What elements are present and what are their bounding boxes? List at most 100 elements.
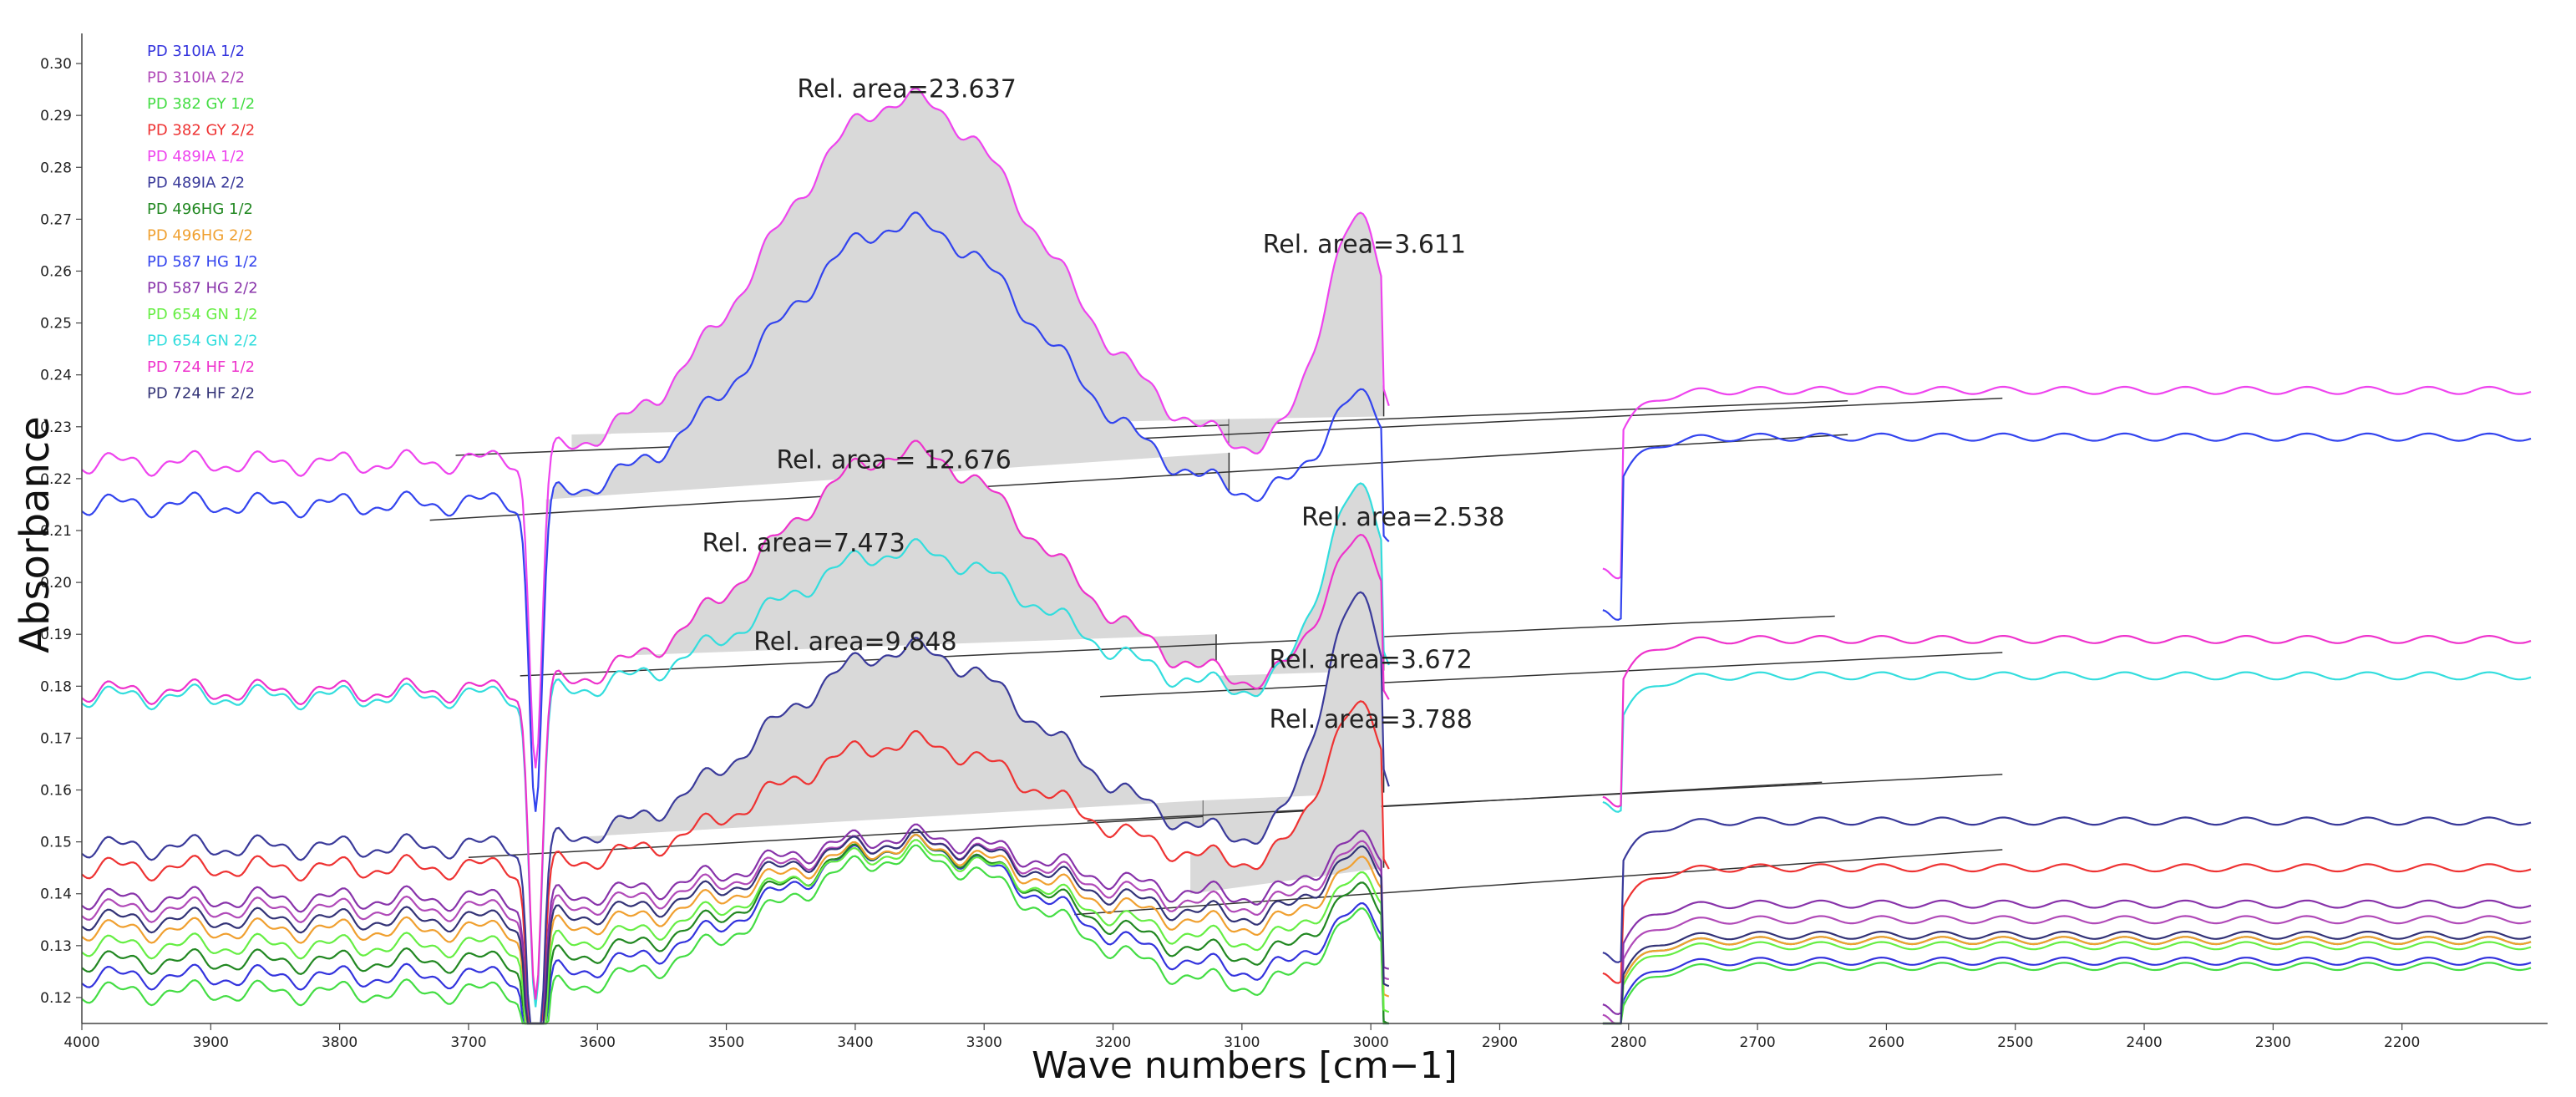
x-tick-label: 3400 bbox=[837, 1034, 873, 1051]
annotations: Rel. area=23.637 Rel. area=3.611 Rel. area… bbox=[702, 74, 1505, 734]
series-line bbox=[1602, 863, 2532, 984]
x-tick-label: 3200 bbox=[1095, 1034, 1131, 1051]
y-tick-label: 0.12 bbox=[40, 990, 72, 1007]
axes: 0.30 0.29 0.28 0.27 0.26 0.25 0.24 0.23 0.22 0.21… bbox=[40, 33, 2548, 1051]
x-tick-label: 3800 bbox=[322, 1034, 357, 1051]
area-annotation: Rel. area=7.473 bbox=[702, 529, 905, 558]
y-axis-title: Absorbance bbox=[12, 416, 58, 653]
legend-entry: PD 587 HG 2/2 bbox=[147, 280, 258, 297]
x-tick-label: 2800 bbox=[1610, 1034, 1646, 1051]
x-tick-label: 3900 bbox=[193, 1034, 229, 1051]
series-line bbox=[81, 834, 1390, 1025]
series-line bbox=[81, 482, 1390, 1008]
y-tick-label: 0.13 bbox=[40, 938, 72, 955]
y-tick-label: 0.16 bbox=[40, 783, 72, 800]
legend-entry: PD 489IA 1/2 bbox=[147, 148, 245, 165]
baseline-line bbox=[429, 434, 1848, 521]
x-tick-label: 2900 bbox=[1482, 1034, 1518, 1051]
area-annotation: Rel. area=3.611 bbox=[1263, 231, 1466, 260]
integration-region bbox=[636, 440, 1216, 668]
series-line bbox=[1602, 385, 2532, 580]
legend-entry: PD 654 GN 1/2 bbox=[147, 306, 258, 323]
x-tick-label: 2600 bbox=[1869, 1034, 1904, 1051]
x-tick-label: 2500 bbox=[1997, 1034, 2033, 1051]
y-tick-label: 0.20 bbox=[40, 575, 72, 592]
integration-regions bbox=[429, 88, 2003, 916]
series-line bbox=[81, 591, 1390, 1025]
y-tick-label: 0.15 bbox=[40, 835, 72, 851]
y-tick-label: 0.25 bbox=[40, 316, 72, 333]
x-tick-label: 3000 bbox=[1353, 1034, 1389, 1051]
series-line bbox=[1602, 962, 2532, 1025]
series-line bbox=[1602, 936, 2532, 1025]
area-annotation: Rel. area = 12.676 bbox=[776, 445, 1011, 475]
legend: PD 310IA 1/2 PD 310IA 2/2 PD 382 GY 1/2 PD … bbox=[147, 43, 258, 403]
baseline-line bbox=[1074, 849, 2003, 916]
series-line bbox=[81, 828, 1390, 1025]
series-line bbox=[1602, 899, 2532, 1016]
integration-region bbox=[545, 212, 1230, 576]
y-tick-label: 0.26 bbox=[40, 263, 72, 280]
x-tick-label: 3500 bbox=[708, 1034, 744, 1051]
series-line bbox=[81, 834, 1389, 1025]
integration-region bbox=[1190, 701, 1384, 894]
baseline-line bbox=[1113, 397, 2003, 441]
series-line bbox=[81, 700, 1390, 1025]
series-lines bbox=[81, 87, 2532, 1025]
baseline-line bbox=[1087, 774, 2003, 822]
legend-entry: PD 382 GY 1/2 bbox=[147, 95, 255, 113]
x-tick-label: 3700 bbox=[450, 1034, 486, 1051]
y-tick-label: 0.21 bbox=[40, 523, 72, 540]
y-tick-label: 0.28 bbox=[40, 160, 72, 176]
x-tick-label: 3100 bbox=[1224, 1034, 1260, 1051]
series-line bbox=[1602, 930, 2532, 1025]
x-tick-label: 2200 bbox=[2384, 1034, 2420, 1051]
legend-entry: PD 382 GY 2/2 bbox=[147, 122, 255, 140]
baseline-line bbox=[520, 615, 1835, 677]
area-annotation: Rel. area=2.538 bbox=[1301, 503, 1504, 532]
y-tick-label: 0.14 bbox=[40, 886, 72, 903]
series-line bbox=[1602, 956, 2532, 1025]
y-tick-label: 0.23 bbox=[40, 419, 72, 436]
legend-entry: PD 724 HF 2/2 bbox=[147, 385, 255, 403]
legend-entry: PD 654 GN 2/2 bbox=[147, 333, 258, 350]
series-line bbox=[81, 828, 1390, 1025]
legend-entry: PD 489IA 2/2 bbox=[147, 175, 245, 192]
y-tick-label: 0.18 bbox=[40, 678, 72, 695]
x-tick-label: 3300 bbox=[966, 1034, 1002, 1051]
series-line bbox=[1602, 941, 2532, 1025]
series-line bbox=[1602, 432, 2532, 622]
legend-entry: PD 310IA 1/2 bbox=[147, 43, 245, 60]
legend-entry: PD 496HG 1/2 bbox=[147, 201, 253, 218]
area-annotation: Rel. area=3.672 bbox=[1270, 646, 1473, 675]
x-tick-label: 2400 bbox=[2126, 1034, 2162, 1051]
series-line bbox=[81, 839, 1390, 1025]
area-annotation: Rel. area=3.788 bbox=[1270, 705, 1473, 734]
area-annotation: Rel. area=23.637 bbox=[797, 74, 1016, 104]
series-line bbox=[81, 834, 1390, 1025]
y-tick-label: 0.22 bbox=[40, 471, 72, 488]
series-line bbox=[1602, 816, 2532, 963]
series-line bbox=[81, 439, 1390, 1000]
series-line bbox=[1602, 671, 2532, 813]
legend-entry: PD 496HG 2/2 bbox=[147, 227, 253, 245]
baseline-line bbox=[1100, 652, 2003, 698]
y-tick-label: 0.17 bbox=[40, 730, 72, 747]
legend-entry: PD 587 HG 1/2 bbox=[147, 253, 258, 271]
series-line bbox=[81, 87, 1390, 769]
y-tick-label: 0.27 bbox=[40, 211, 72, 228]
x-tick-label: 2300 bbox=[2255, 1034, 2291, 1051]
integration-region bbox=[584, 637, 1204, 842]
y-tick-label: 0.30 bbox=[40, 56, 72, 73]
series-line bbox=[1602, 936, 2532, 1025]
series-line bbox=[81, 211, 1390, 812]
integration-region bbox=[1229, 212, 1384, 454]
x-tick-label: 3600 bbox=[580, 1034, 616, 1051]
area-annotation: Rel. area=9.848 bbox=[753, 627, 956, 657]
series-line bbox=[1602, 634, 2532, 808]
x-tick-label: 4000 bbox=[63, 1034, 99, 1051]
series-line bbox=[81, 823, 1390, 1025]
y-tick-label: 0.29 bbox=[40, 108, 72, 124]
y-tick-label: 0.24 bbox=[40, 368, 72, 384]
